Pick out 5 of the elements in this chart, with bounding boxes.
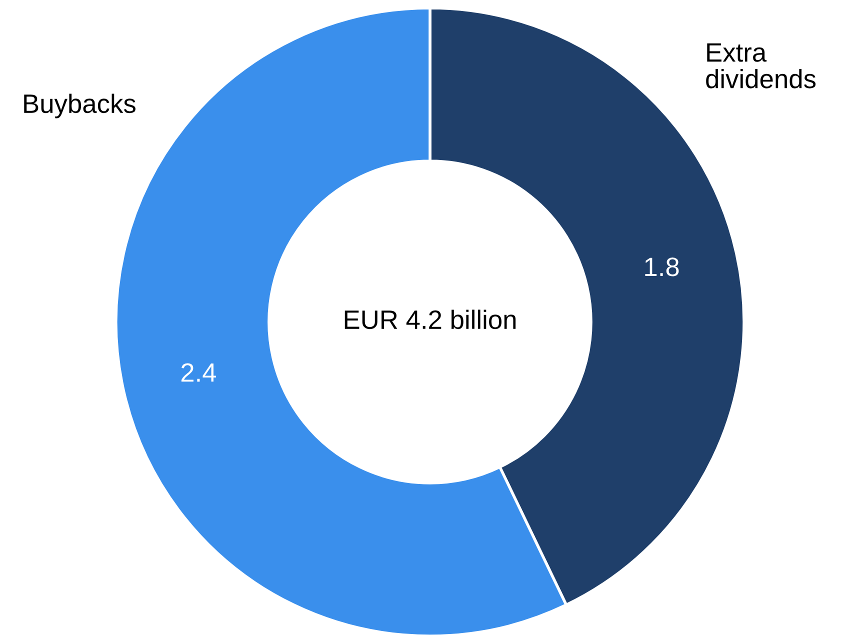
slice-label: Buybacks — [24, 94, 136, 118]
data-label: 1.8 — [645, 258, 679, 276]
data-label: 2.4 — [181, 363, 216, 382]
slice-label: Extra dividends — [706, 43, 816, 88]
text: EUR 4.2 billion — [344, 310, 516, 330]
